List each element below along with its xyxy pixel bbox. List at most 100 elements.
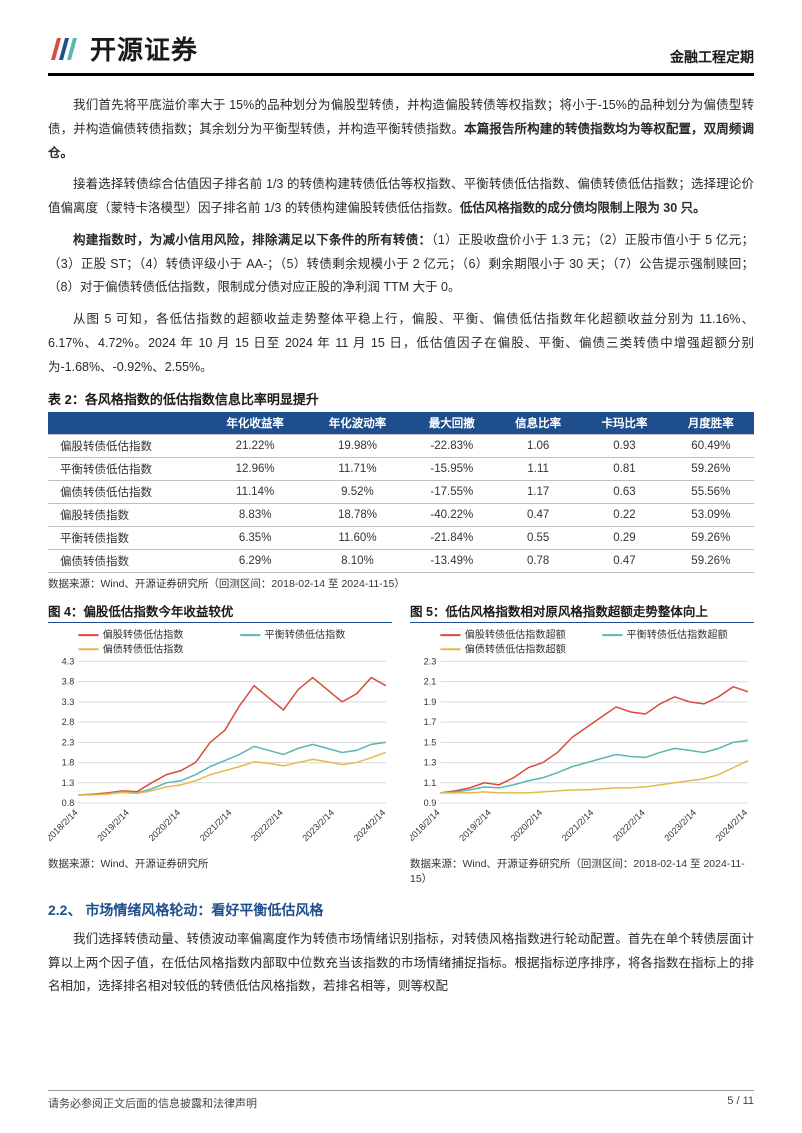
table-cell: 0.47 <box>581 550 667 573</box>
table-cell: -40.22% <box>409 504 495 527</box>
svg-text:3.8: 3.8 <box>62 677 75 687</box>
para-2b-bold: 低估风格指数的成分债均限制上限为 30 只。 <box>460 201 706 215</box>
paragraph-4: 从图 5 可知，各低估指数的超额收益走势整体平稳上行，偏股、平衡、偏债低估指数年… <box>48 308 754 379</box>
logo: 开源证券 <box>48 30 198 67</box>
table-cell: -21.84% <box>409 527 495 550</box>
table-cell: 59.26% <box>668 458 754 481</box>
table-cell: 偏债转债低估指数 <box>48 481 204 504</box>
page-header: 开源证券 金融工程定期 <box>48 30 754 76</box>
logo-text: 开源证券 <box>90 30 198 67</box>
paragraph-1: 我们首先将平底溢价率大于 15%的品种划分为偏股型转债，并构造偏股转债等权指数；… <box>48 94 754 165</box>
table-cell: 21.22% <box>204 435 306 458</box>
table-cell: 55.56% <box>668 481 754 504</box>
table-cell: 1.06 <box>495 435 581 458</box>
footer-pagenum: 5 / 11 <box>727 1095 754 1111</box>
table-row: 偏债转债指数6.29%8.10%-13.49%0.780.4759.26% <box>48 550 754 573</box>
svg-text:1.5: 1.5 <box>424 738 437 748</box>
table-cell: 0.22 <box>581 504 667 527</box>
table-cell: 1.11 <box>495 458 581 481</box>
table-cell: 偏股转债低估指数 <box>48 435 204 458</box>
table-cell: 18.78% <box>306 504 408 527</box>
table-cell: 平衡转债指数 <box>48 527 204 550</box>
chart4: 偏股转债低估指数平衡转债低估指数偏债转债低估指数0.81.31.82.32.83… <box>48 627 392 850</box>
svg-text:0.8: 0.8 <box>62 798 75 808</box>
table2-col-header: 信息比率 <box>495 412 581 435</box>
chart4-title: 图 4：偏股低估指数今年收益较优 <box>48 601 392 623</box>
table-cell: 偏债转债指数 <box>48 550 204 573</box>
svg-text:4.3: 4.3 <box>62 657 75 667</box>
chart5-title: 图 5：低估风格指数相对原风格指数超额走势整体向上 <box>410 601 754 623</box>
table-cell: 1.17 <box>495 481 581 504</box>
table-cell: -13.49% <box>409 550 495 573</box>
chart4-block: 图 4：偏股低估指数今年收益较优 偏股转债低估指数 平衡转债低估指数偏债转债低估指… <box>48 601 392 886</box>
page-footer: 请务必参阅正文后面的信息披露和法律声明 5 / 11 <box>48 1090 754 1111</box>
table-cell: 8.10% <box>306 550 408 573</box>
svg-text:偏债转债低估指数: 偏债转债低估指数 <box>103 643 184 656</box>
svg-text:0.9: 0.9 <box>424 798 437 808</box>
table-cell: 11.60% <box>306 527 408 550</box>
svg-text:偏股转债低估指数超额: 偏股转债低估指数超额 <box>465 628 566 641</box>
table-cell: -15.95% <box>409 458 495 481</box>
table-row: 平衡转债低估指数12.96%11.71%-15.95%1.110.8159.26… <box>48 458 754 481</box>
table-cell: 6.35% <box>204 527 306 550</box>
table-cell: 平衡转债低估指数 <box>48 458 204 481</box>
svg-text:1.7: 1.7 <box>424 717 437 727</box>
svg-text:1.3: 1.3 <box>424 758 437 768</box>
svg-text:2.3: 2.3 <box>424 657 437 667</box>
table-cell: 偏股转债指数 <box>48 504 204 527</box>
table2-source: 数据来源：Wind、开源证券研究所（回测区间：2018-02-14 至 2024… <box>48 576 754 591</box>
charts-row: 图 4：偏股低估指数今年收益较优 偏股转债低估指数 平衡转债低估指数偏债转债低估指… <box>48 601 754 886</box>
table-cell: 0.63 <box>581 481 667 504</box>
table-cell: 0.81 <box>581 458 667 481</box>
section-heading-2-2: 2.2、 市场情绪风格轮动：看好平衡低估风格 <box>48 900 754 920</box>
table-cell: 0.78 <box>495 550 581 573</box>
svg-text:偏债转债低估指数超额: 偏债转债低估指数超额 <box>465 643 566 656</box>
svg-text:2.1: 2.1 <box>424 677 437 687</box>
chart4-source: 数据来源：Wind、开源证券研究所 <box>48 856 392 871</box>
table2-body: 偏股转债低估指数21.22%19.98%-22.83%1.060.9360.49… <box>48 435 754 573</box>
table2-col-header: 月度胜率 <box>668 412 754 435</box>
table2-col-header: 年化收益率 <box>204 412 306 435</box>
table2-col-header: 卡玛比率 <box>581 412 667 435</box>
svg-text:2.3: 2.3 <box>62 738 75 748</box>
table-cell: 60.49% <box>668 435 754 458</box>
svg-text:1.3: 1.3 <box>62 778 75 788</box>
paragraph-5: 我们选择转债动量、转债波动率偏离度作为转债市场情绪识别指标，对转债风格指数进行轮… <box>48 928 754 999</box>
table-row: 偏股转债低估指数21.22%19.98%-22.83%1.060.9360.49… <box>48 435 754 458</box>
doc-type: 金融工程定期 <box>670 47 754 67</box>
table-cell: -22.83% <box>409 435 495 458</box>
svg-text:1.1: 1.1 <box>424 778 437 788</box>
svg-text:平衡转债低估指数: 平衡转债低估指数 <box>265 628 346 641</box>
table-cell: 8.83% <box>204 504 306 527</box>
table-cell: 0.55 <box>495 527 581 550</box>
table-cell: 59.26% <box>668 550 754 573</box>
svg-text:3.3: 3.3 <box>62 697 75 707</box>
table-cell: 19.98% <box>306 435 408 458</box>
table-cell: 0.47 <box>495 504 581 527</box>
table2-col-header: 最大回撤 <box>409 412 495 435</box>
table2-col-header: 年化波动率 <box>306 412 408 435</box>
table-cell: 12.96% <box>204 458 306 481</box>
table-cell: -17.55% <box>409 481 495 504</box>
table-cell: 11.14% <box>204 481 306 504</box>
table-cell: 6.29% <box>204 550 306 573</box>
paragraph-3: 构建指数时，为减小信用风险，排除满足以下条件的所有转债：（1）正股收盘价小于 1… <box>48 229 754 300</box>
paragraph-2: 接着选择转债综合估值因子排名前 1/3 的转债构建转债低估等权指数、平衡转债低估… <box>48 173 754 221</box>
table-row: 偏债转债低估指数11.14%9.52%-17.55%1.170.6355.56% <box>48 481 754 504</box>
chart5: 偏股转债低估指数超额 平衡转债低估指数超额偏债转债低估指数超额 0.9 1.1 1.3 1… <box>410 627 754 850</box>
table-cell: 0.29 <box>581 527 667 550</box>
table-row: 平衡转债指数6.35%11.60%-21.84%0.550.2959.26% <box>48 527 754 550</box>
svg-text:偏股转债低估指数: 偏股转债低估指数 <box>103 628 184 641</box>
table2: 年化收益率年化波动率最大回撤信息比率卡玛比率月度胜率 偏股转债低估指数21.22… <box>48 412 754 573</box>
footer-disclaimer: 请务必参阅正文后面的信息披露和法律声明 <box>48 1095 257 1111</box>
svg-text:平衡转债低估指数超额: 平衡转债低估指数超额 <box>627 628 728 641</box>
logo-icon <box>48 32 82 66</box>
table-cell: 53.09% <box>668 504 754 527</box>
para-3a-bold: 构建指数时，为减小信用风险，排除满足以下条件的所有转债： <box>73 233 431 247</box>
table-row: 偏股转债指数8.83%18.78%-40.22%0.470.2253.09% <box>48 504 754 527</box>
table-cell: 11.71% <box>306 458 408 481</box>
table2-title: 表 2：各风格指数的低估指数信息比率明显提升 <box>48 389 754 408</box>
table-cell: 59.26% <box>668 527 754 550</box>
svg-text:1.9: 1.9 <box>424 697 437 707</box>
table-cell: 9.52% <box>306 481 408 504</box>
